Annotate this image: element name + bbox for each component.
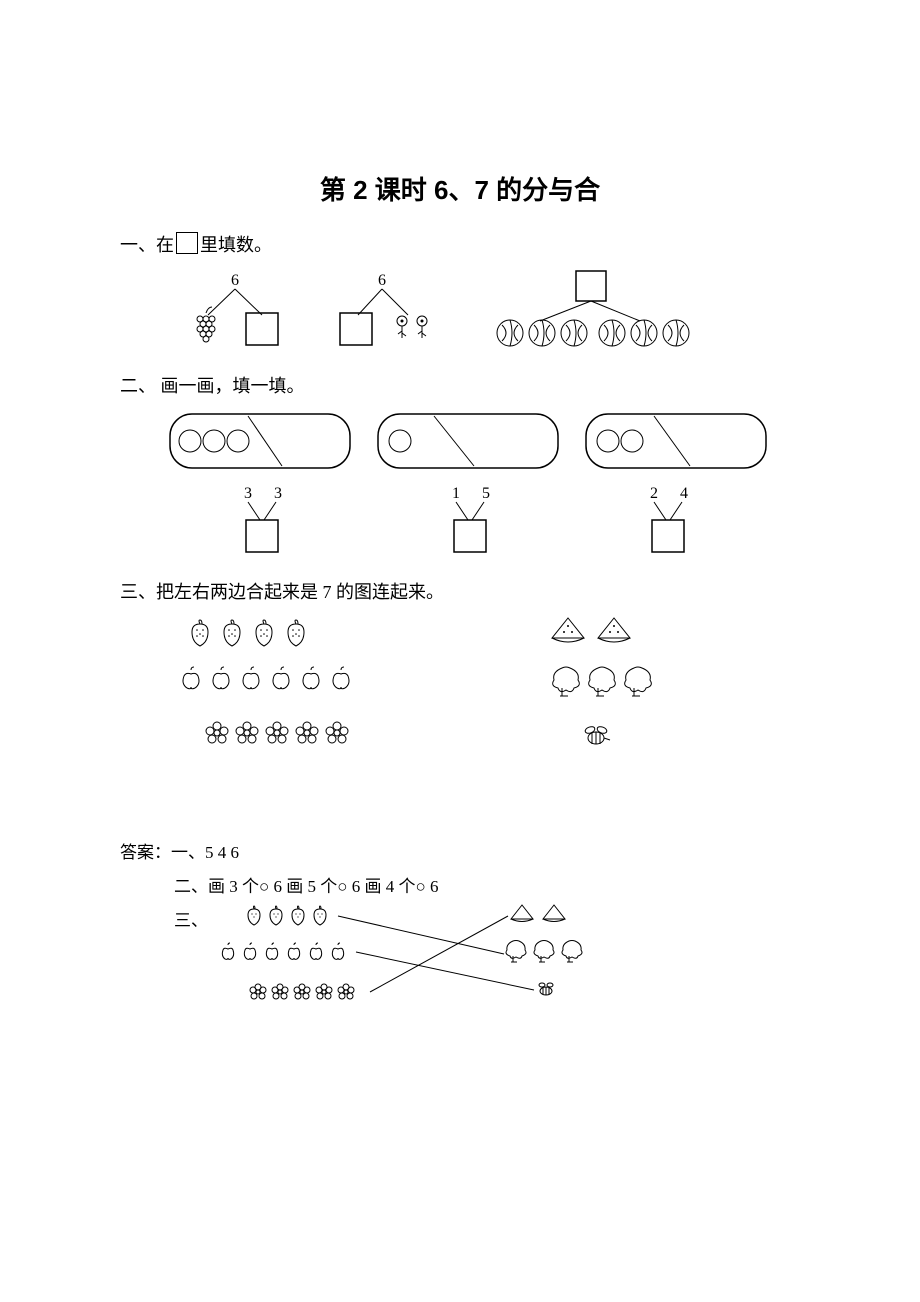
pill-frame bbox=[586, 414, 766, 468]
q1-heading-suffix: 里填数。 bbox=[200, 235, 272, 255]
circle-icon bbox=[621, 430, 643, 452]
q3-left-column bbox=[180, 616, 420, 776]
answers-section: 答案：一、5 4 6 二、画 3 个○ 6 画 5 个○ 6 画 4 个○ 6 … bbox=[120, 836, 800, 1024]
match-line bbox=[338, 916, 504, 954]
page-title: 第 2 课时 6、7 的分与合 bbox=[120, 170, 800, 207]
ans-bee-group bbox=[539, 983, 553, 995]
answer-line-3-prefix: 三、 bbox=[174, 904, 208, 938]
grapes-icon bbox=[197, 307, 215, 342]
q1-d1-top: 6 bbox=[231, 272, 239, 289]
answer-box[interactable] bbox=[454, 520, 486, 552]
answer-3-diagram bbox=[220, 904, 640, 1024]
apple-group bbox=[183, 667, 349, 689]
answer-line-2: 二、画 3 个○ 6 画 5 个○ 6 画 4 个○ 6 bbox=[174, 870, 800, 904]
circle-icon bbox=[389, 430, 411, 452]
q3-columns bbox=[180, 616, 800, 776]
answer-box[interactable] bbox=[576, 271, 606, 301]
circle-icon bbox=[179, 430, 201, 452]
q2-p3-left: 2 bbox=[650, 485, 658, 502]
watermelon-round-icon bbox=[599, 320, 625, 346]
q1-heading: 一、在 里填数。 bbox=[120, 231, 800, 257]
watermelon-round-icon bbox=[631, 320, 657, 346]
worksheet-page: 第 2 课时 6、7 的分与合 一、在 里填数。 6 bbox=[0, 0, 920, 1084]
q2-panel-3: 2 4 bbox=[582, 410, 772, 560]
pill-frame bbox=[170, 414, 350, 468]
ans-blossom-group bbox=[250, 984, 354, 999]
q1-diagram-1: 6 bbox=[180, 269, 290, 354]
ans-apple-group bbox=[222, 943, 343, 959]
q1-diagram-3 bbox=[490, 269, 700, 354]
q1-heading-box bbox=[176, 232, 198, 254]
answer-box[interactable] bbox=[340, 313, 372, 345]
q2-panel-1: 3 3 bbox=[166, 410, 356, 560]
q3-right-column bbox=[540, 616, 700, 776]
q2-p1-left: 3 bbox=[244, 485, 252, 502]
watermelon-round-icon bbox=[561, 320, 587, 346]
blossom-group bbox=[206, 722, 348, 743]
watermelon-slice-group bbox=[552, 618, 630, 642]
answer-box[interactable] bbox=[246, 520, 278, 552]
q2-p2-right: 5 bbox=[482, 485, 490, 502]
tree-group bbox=[553, 667, 652, 696]
q1-d2-top: 6 bbox=[378, 272, 386, 289]
answer-box[interactable] bbox=[652, 520, 684, 552]
bee-group bbox=[584, 725, 610, 744]
q2-heading: 二、 画一画，填一填。 bbox=[120, 372, 800, 398]
answer-line-1: 答案：一、5 4 6 bbox=[120, 836, 800, 870]
strawberry-group bbox=[192, 620, 304, 646]
q2-p2-left: 1 bbox=[452, 485, 460, 502]
match-line bbox=[370, 916, 508, 992]
q3-heading: 三、把左右两边合起来是 7 的图连起来。 bbox=[120, 578, 800, 604]
flower-icon bbox=[397, 316, 407, 338]
circle-icon bbox=[597, 430, 619, 452]
watermelon-group bbox=[497, 320, 689, 346]
ans-wslice-group bbox=[511, 905, 565, 922]
match-line bbox=[356, 952, 534, 990]
circle-icon bbox=[227, 430, 249, 452]
circle-icon bbox=[203, 430, 225, 452]
q2-p3-right: 4 bbox=[680, 485, 688, 502]
ans-strawberry-group bbox=[248, 906, 326, 925]
q1-diagram-2: 6 bbox=[330, 269, 450, 354]
answer-box[interactable] bbox=[246, 313, 278, 345]
watermelon-round-icon bbox=[663, 320, 689, 346]
ans-tree-group bbox=[506, 941, 582, 963]
q2-panel-2: 1 5 bbox=[374, 410, 564, 560]
pill-frame bbox=[378, 414, 558, 468]
q1-heading-prefix: 一、在 bbox=[120, 235, 174, 255]
watermelon-round-icon bbox=[497, 320, 523, 346]
q2-p1-right: 3 bbox=[274, 485, 282, 502]
q1-diagrams: 6 6 bbox=[180, 269, 800, 354]
q2-panels: 3 3 1 5 2 4 bbox=[166, 410, 800, 560]
flower-icon bbox=[417, 316, 427, 338]
watermelon-round-icon bbox=[529, 320, 555, 346]
